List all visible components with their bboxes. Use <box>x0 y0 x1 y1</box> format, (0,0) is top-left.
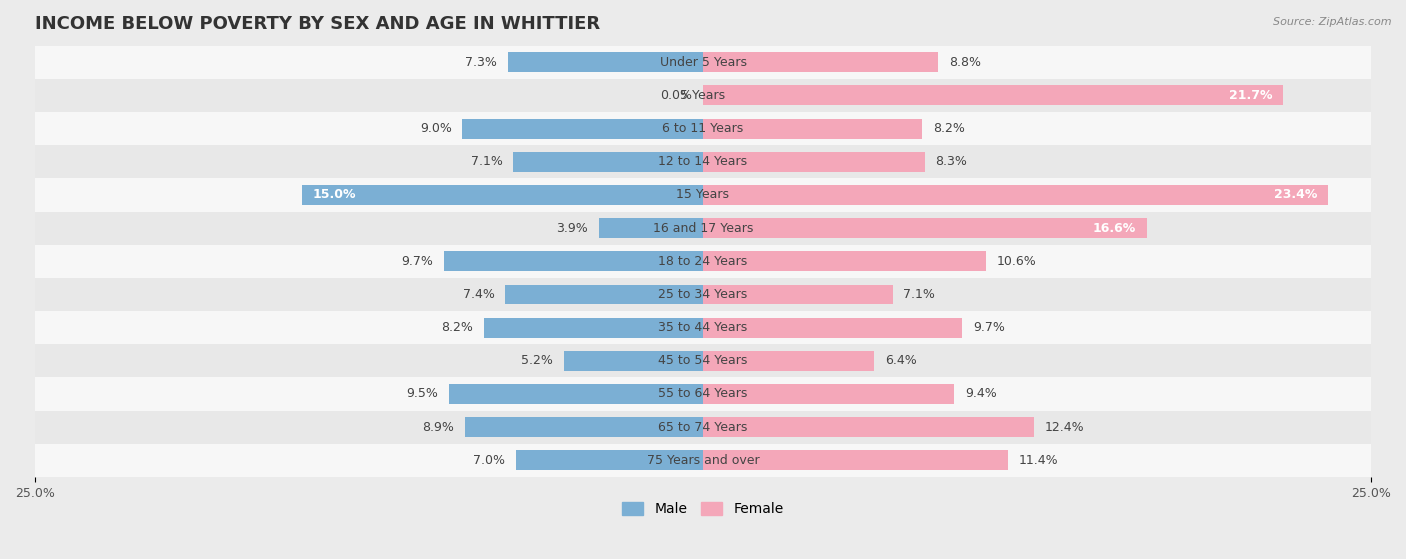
Bar <box>444 252 703 271</box>
Bar <box>564 351 703 371</box>
Bar <box>35 344 1371 377</box>
Bar <box>703 384 955 404</box>
Bar <box>703 119 922 139</box>
Text: 21.7%: 21.7% <box>1229 89 1272 102</box>
Text: 7.1%: 7.1% <box>904 288 935 301</box>
Text: 55 to 64 Years: 55 to 64 Years <box>658 387 748 400</box>
Text: 18 to 24 Years: 18 to 24 Years <box>658 255 748 268</box>
Text: 7.1%: 7.1% <box>471 155 502 168</box>
Text: 35 to 44 Years: 35 to 44 Years <box>658 321 748 334</box>
Text: 9.7%: 9.7% <box>401 255 433 268</box>
Text: 45 to 54 Years: 45 to 54 Years <box>658 354 748 367</box>
Bar <box>35 377 1371 410</box>
Text: 16.6%: 16.6% <box>1092 221 1136 235</box>
Text: 65 to 74 Years: 65 to 74 Years <box>658 421 748 434</box>
Bar <box>35 278 1371 311</box>
Bar <box>703 53 938 72</box>
Bar <box>703 318 962 338</box>
Bar <box>35 245 1371 278</box>
Bar <box>35 145 1371 178</box>
Text: 6.4%: 6.4% <box>884 354 917 367</box>
Text: 3.9%: 3.9% <box>557 221 588 235</box>
Bar <box>703 417 1035 437</box>
Bar <box>703 285 893 305</box>
Bar <box>35 444 1371 477</box>
Bar <box>703 218 1147 238</box>
Text: Under 5 Years: Under 5 Years <box>659 56 747 69</box>
Bar <box>449 384 703 404</box>
Text: 9.7%: 9.7% <box>973 321 1005 334</box>
Bar <box>35 410 1371 444</box>
Text: 15.0%: 15.0% <box>314 188 356 201</box>
Bar <box>516 451 703 470</box>
Bar <box>703 152 925 172</box>
Bar <box>302 185 703 205</box>
Text: 23.4%: 23.4% <box>1274 188 1317 201</box>
Bar <box>35 46 1371 79</box>
Text: 12.4%: 12.4% <box>1045 421 1084 434</box>
Bar <box>703 351 875 371</box>
Bar <box>599 218 703 238</box>
Text: 5 Years: 5 Years <box>681 89 725 102</box>
Text: 5.2%: 5.2% <box>522 354 554 367</box>
Bar <box>703 252 986 271</box>
Text: Source: ZipAtlas.com: Source: ZipAtlas.com <box>1274 17 1392 27</box>
Legend: Male, Female: Male, Female <box>617 496 789 522</box>
Text: 8.2%: 8.2% <box>441 321 474 334</box>
Bar <box>703 86 1282 106</box>
Text: 7.4%: 7.4% <box>463 288 495 301</box>
Text: 10.6%: 10.6% <box>997 255 1036 268</box>
Text: 9.4%: 9.4% <box>965 387 997 400</box>
Text: 8.8%: 8.8% <box>949 56 981 69</box>
Text: 0.0%: 0.0% <box>661 89 692 102</box>
Text: 8.2%: 8.2% <box>932 122 965 135</box>
Text: 7.0%: 7.0% <box>474 454 505 467</box>
Text: 9.0%: 9.0% <box>420 122 451 135</box>
Bar <box>465 417 703 437</box>
Text: 7.3%: 7.3% <box>465 56 498 69</box>
Text: 8.3%: 8.3% <box>935 155 967 168</box>
Bar <box>513 152 703 172</box>
Text: 9.5%: 9.5% <box>406 387 439 400</box>
Text: 11.4%: 11.4% <box>1018 454 1057 467</box>
Bar <box>703 185 1329 205</box>
Bar <box>484 318 703 338</box>
Text: 8.9%: 8.9% <box>423 421 454 434</box>
Bar <box>508 53 703 72</box>
Bar <box>505 285 703 305</box>
Text: 12 to 14 Years: 12 to 14 Years <box>658 155 748 168</box>
Text: 6 to 11 Years: 6 to 11 Years <box>662 122 744 135</box>
Text: 16 and 17 Years: 16 and 17 Years <box>652 221 754 235</box>
Text: 15 Years: 15 Years <box>676 188 730 201</box>
Bar <box>35 211 1371 245</box>
Bar <box>35 311 1371 344</box>
Text: 75 Years and over: 75 Years and over <box>647 454 759 467</box>
Bar <box>35 112 1371 145</box>
Text: 25 to 34 Years: 25 to 34 Years <box>658 288 748 301</box>
Bar <box>463 119 703 139</box>
Bar <box>35 79 1371 112</box>
Bar <box>703 451 1008 470</box>
Bar <box>35 178 1371 211</box>
Text: INCOME BELOW POVERTY BY SEX AND AGE IN WHITTIER: INCOME BELOW POVERTY BY SEX AND AGE IN W… <box>35 15 600 33</box>
